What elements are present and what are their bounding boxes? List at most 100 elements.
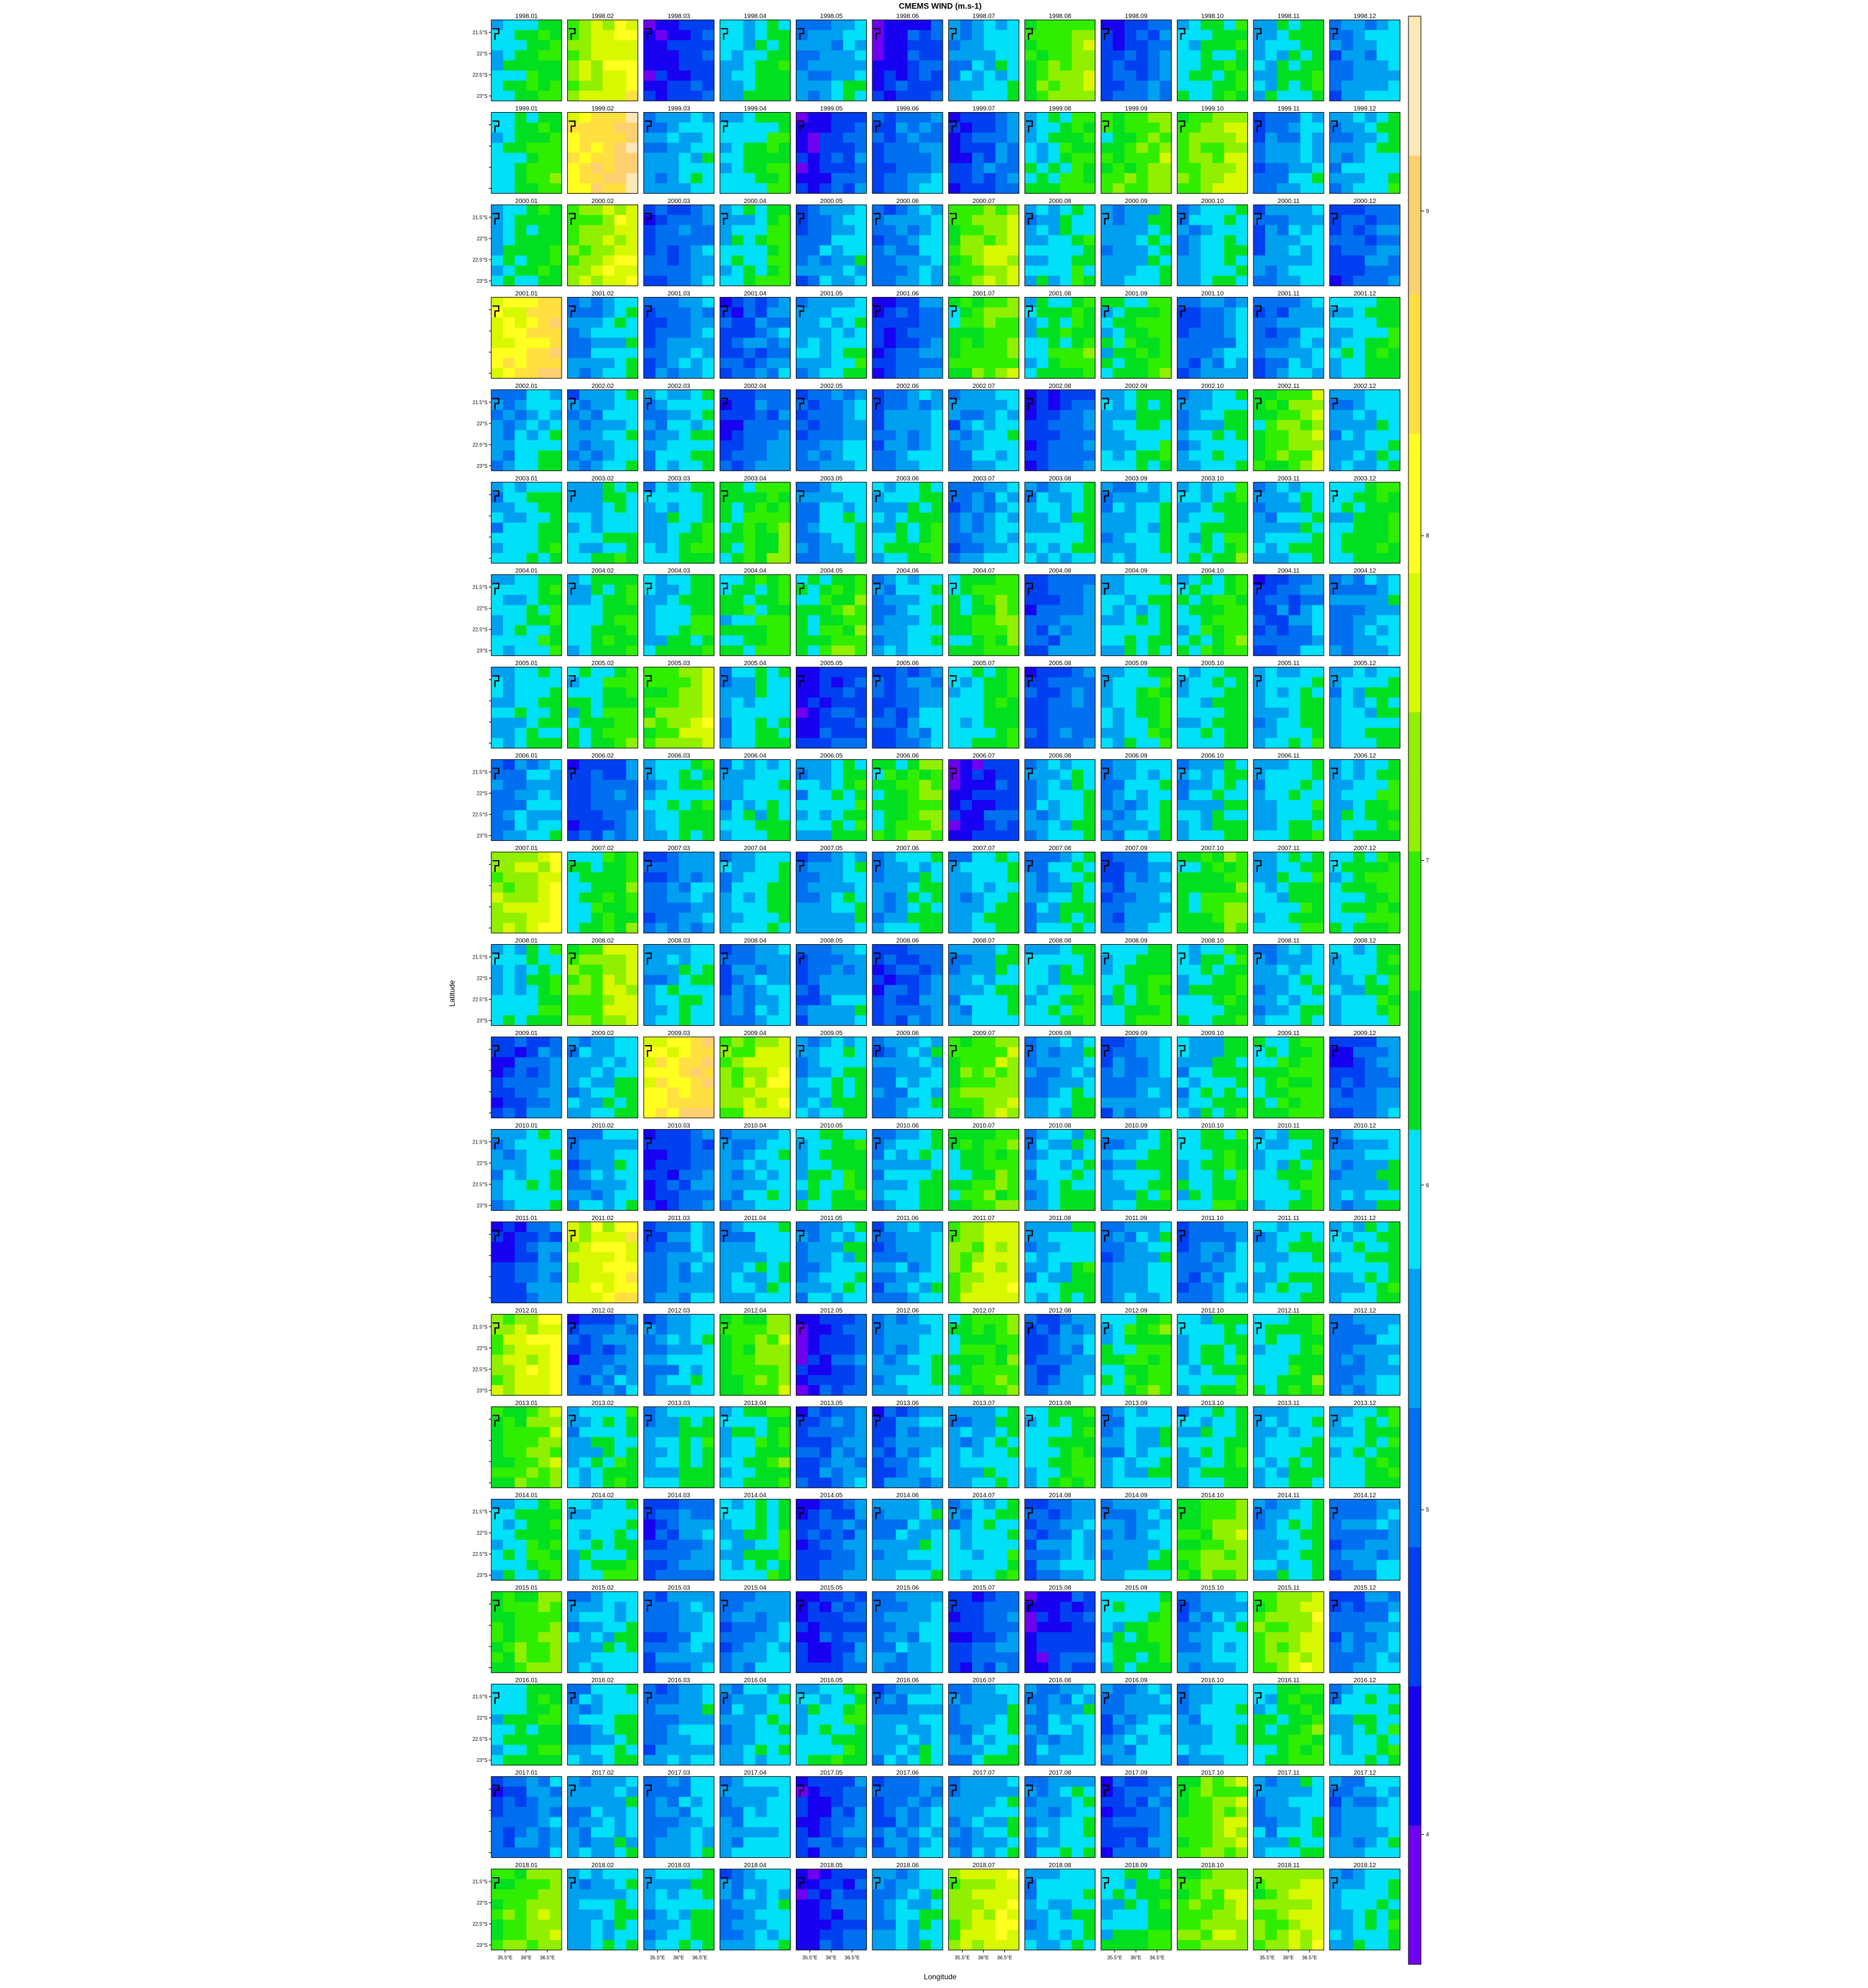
wind-cell: [732, 183, 743, 194]
wind-cell: [1136, 493, 1148, 503]
wind-cell: [808, 615, 819, 626]
wind-cell: [843, 183, 855, 194]
wind-cell: [931, 358, 943, 369]
wind-cell: [1300, 255, 1312, 266]
wind-cell: [931, 717, 943, 728]
wind-cell: [984, 91, 996, 102]
wind-cell: [984, 533, 996, 544]
wind-cell: [843, 20, 855, 31]
wind-cell: [855, 123, 867, 133]
wind-cell: [1300, 482, 1312, 493]
wind-cell: [1083, 40, 1095, 51]
wind-cell: [1159, 255, 1171, 266]
wind-cell: [755, 513, 767, 523]
wind-cell: [1289, 338, 1301, 348]
wind-cell: [960, 112, 972, 123]
wind-cell: [808, 225, 819, 235]
wind-cell: [843, 635, 855, 646]
wind-cell: [808, 390, 819, 400]
wind-cell: [538, 318, 550, 328]
wind-cell: [843, 667, 855, 678]
wind-cell: [1136, 605, 1148, 615]
panel-2000-06: 2000.06: [872, 198, 943, 286]
wind-cell: [1148, 112, 1160, 123]
wind-cell: [732, 50, 743, 61]
wind-cell: [515, 235, 527, 246]
wind-cell: [908, 40, 920, 51]
wind-cell: [702, 461, 714, 471]
wind-cell: [679, 215, 691, 225]
wind-cell: [755, 645, 767, 656]
wind-cell: [1189, 677, 1201, 688]
wind-cell: [1312, 513, 1324, 523]
wind-cell: [884, 615, 896, 626]
wind-cell: [1201, 328, 1212, 338]
wind-cell: [1377, 450, 1389, 461]
wind-cell: [591, 81, 603, 92]
wind-cell: [503, 677, 515, 688]
wind-cell: [679, 348, 691, 359]
wind-cell: [538, 688, 550, 698]
wind-cell: [1125, 245, 1136, 256]
wind-cell: [491, 595, 503, 605]
wind-cell: [996, 153, 1007, 163]
wind-cell: [626, 503, 638, 513]
wind-cell: [743, 225, 755, 235]
wind-cell: [1072, 40, 1083, 51]
panel-label: 1998.03: [667, 13, 691, 20]
wind-cell: [1136, 728, 1148, 739]
wind-cell: [1353, 440, 1365, 451]
wind-cell: [960, 173, 972, 184]
wind-cell: [527, 81, 539, 92]
wind-cell: [515, 708, 527, 718]
wind-cell: [1277, 265, 1289, 276]
wind-cell: [948, 245, 960, 256]
panel-label: 2005.06: [896, 660, 919, 667]
wind-cell: [767, 482, 779, 493]
wind-cell: [843, 235, 855, 246]
wind-cell: [896, 60, 908, 71]
wind-cell: [515, 123, 527, 133]
wind-cell: [591, 410, 603, 420]
wind-cell: [702, 503, 714, 513]
wind-cell: [919, 635, 931, 646]
wind-cell: [1300, 523, 1312, 533]
wind-cell: [896, 728, 908, 739]
wind-cell: [767, 153, 779, 163]
wind-cell: [656, 215, 667, 225]
wind-cell: [1048, 205, 1060, 215]
wind-cell: [1212, 50, 1224, 61]
panel-label: 2000.11: [1278, 198, 1300, 205]
panel-1998-02: 1998.02: [567, 13, 638, 102]
wind-cell: [1201, 688, 1212, 698]
wind-cell: [1277, 688, 1289, 698]
wind-cell: [1177, 553, 1189, 564]
wind-cell: [1253, 143, 1265, 153]
wind-cell: [503, 215, 515, 225]
wind-cell: [819, 450, 831, 461]
wind-cell: [1048, 60, 1060, 71]
wind-cell: [626, 70, 638, 81]
wind-cell: [948, 225, 960, 235]
wind-cell: [626, 255, 638, 266]
wind-cell: [796, 430, 808, 441]
wind-cell: [843, 450, 855, 461]
wind-cell: [1389, 297, 1400, 308]
wind-cell: [656, 667, 667, 678]
wind-cell: [972, 81, 984, 92]
wind-cell: [1125, 123, 1136, 133]
wind-cell: [1300, 635, 1312, 646]
wind-cell: [1136, 91, 1148, 102]
wind-cell: [702, 60, 714, 71]
wind-cell: [644, 173, 656, 184]
wind-cell: [896, 503, 908, 513]
wind-cell: [1048, 625, 1060, 636]
wind-cell: [972, 482, 984, 493]
wind-cell: [743, 585, 755, 595]
wind-cell: [931, 308, 943, 318]
wind-cell: [538, 338, 550, 348]
wind-cell: [796, 70, 808, 81]
wind-cell: [1265, 153, 1277, 163]
wind-cell: [1113, 112, 1125, 123]
wind-cell: [1177, 348, 1189, 359]
